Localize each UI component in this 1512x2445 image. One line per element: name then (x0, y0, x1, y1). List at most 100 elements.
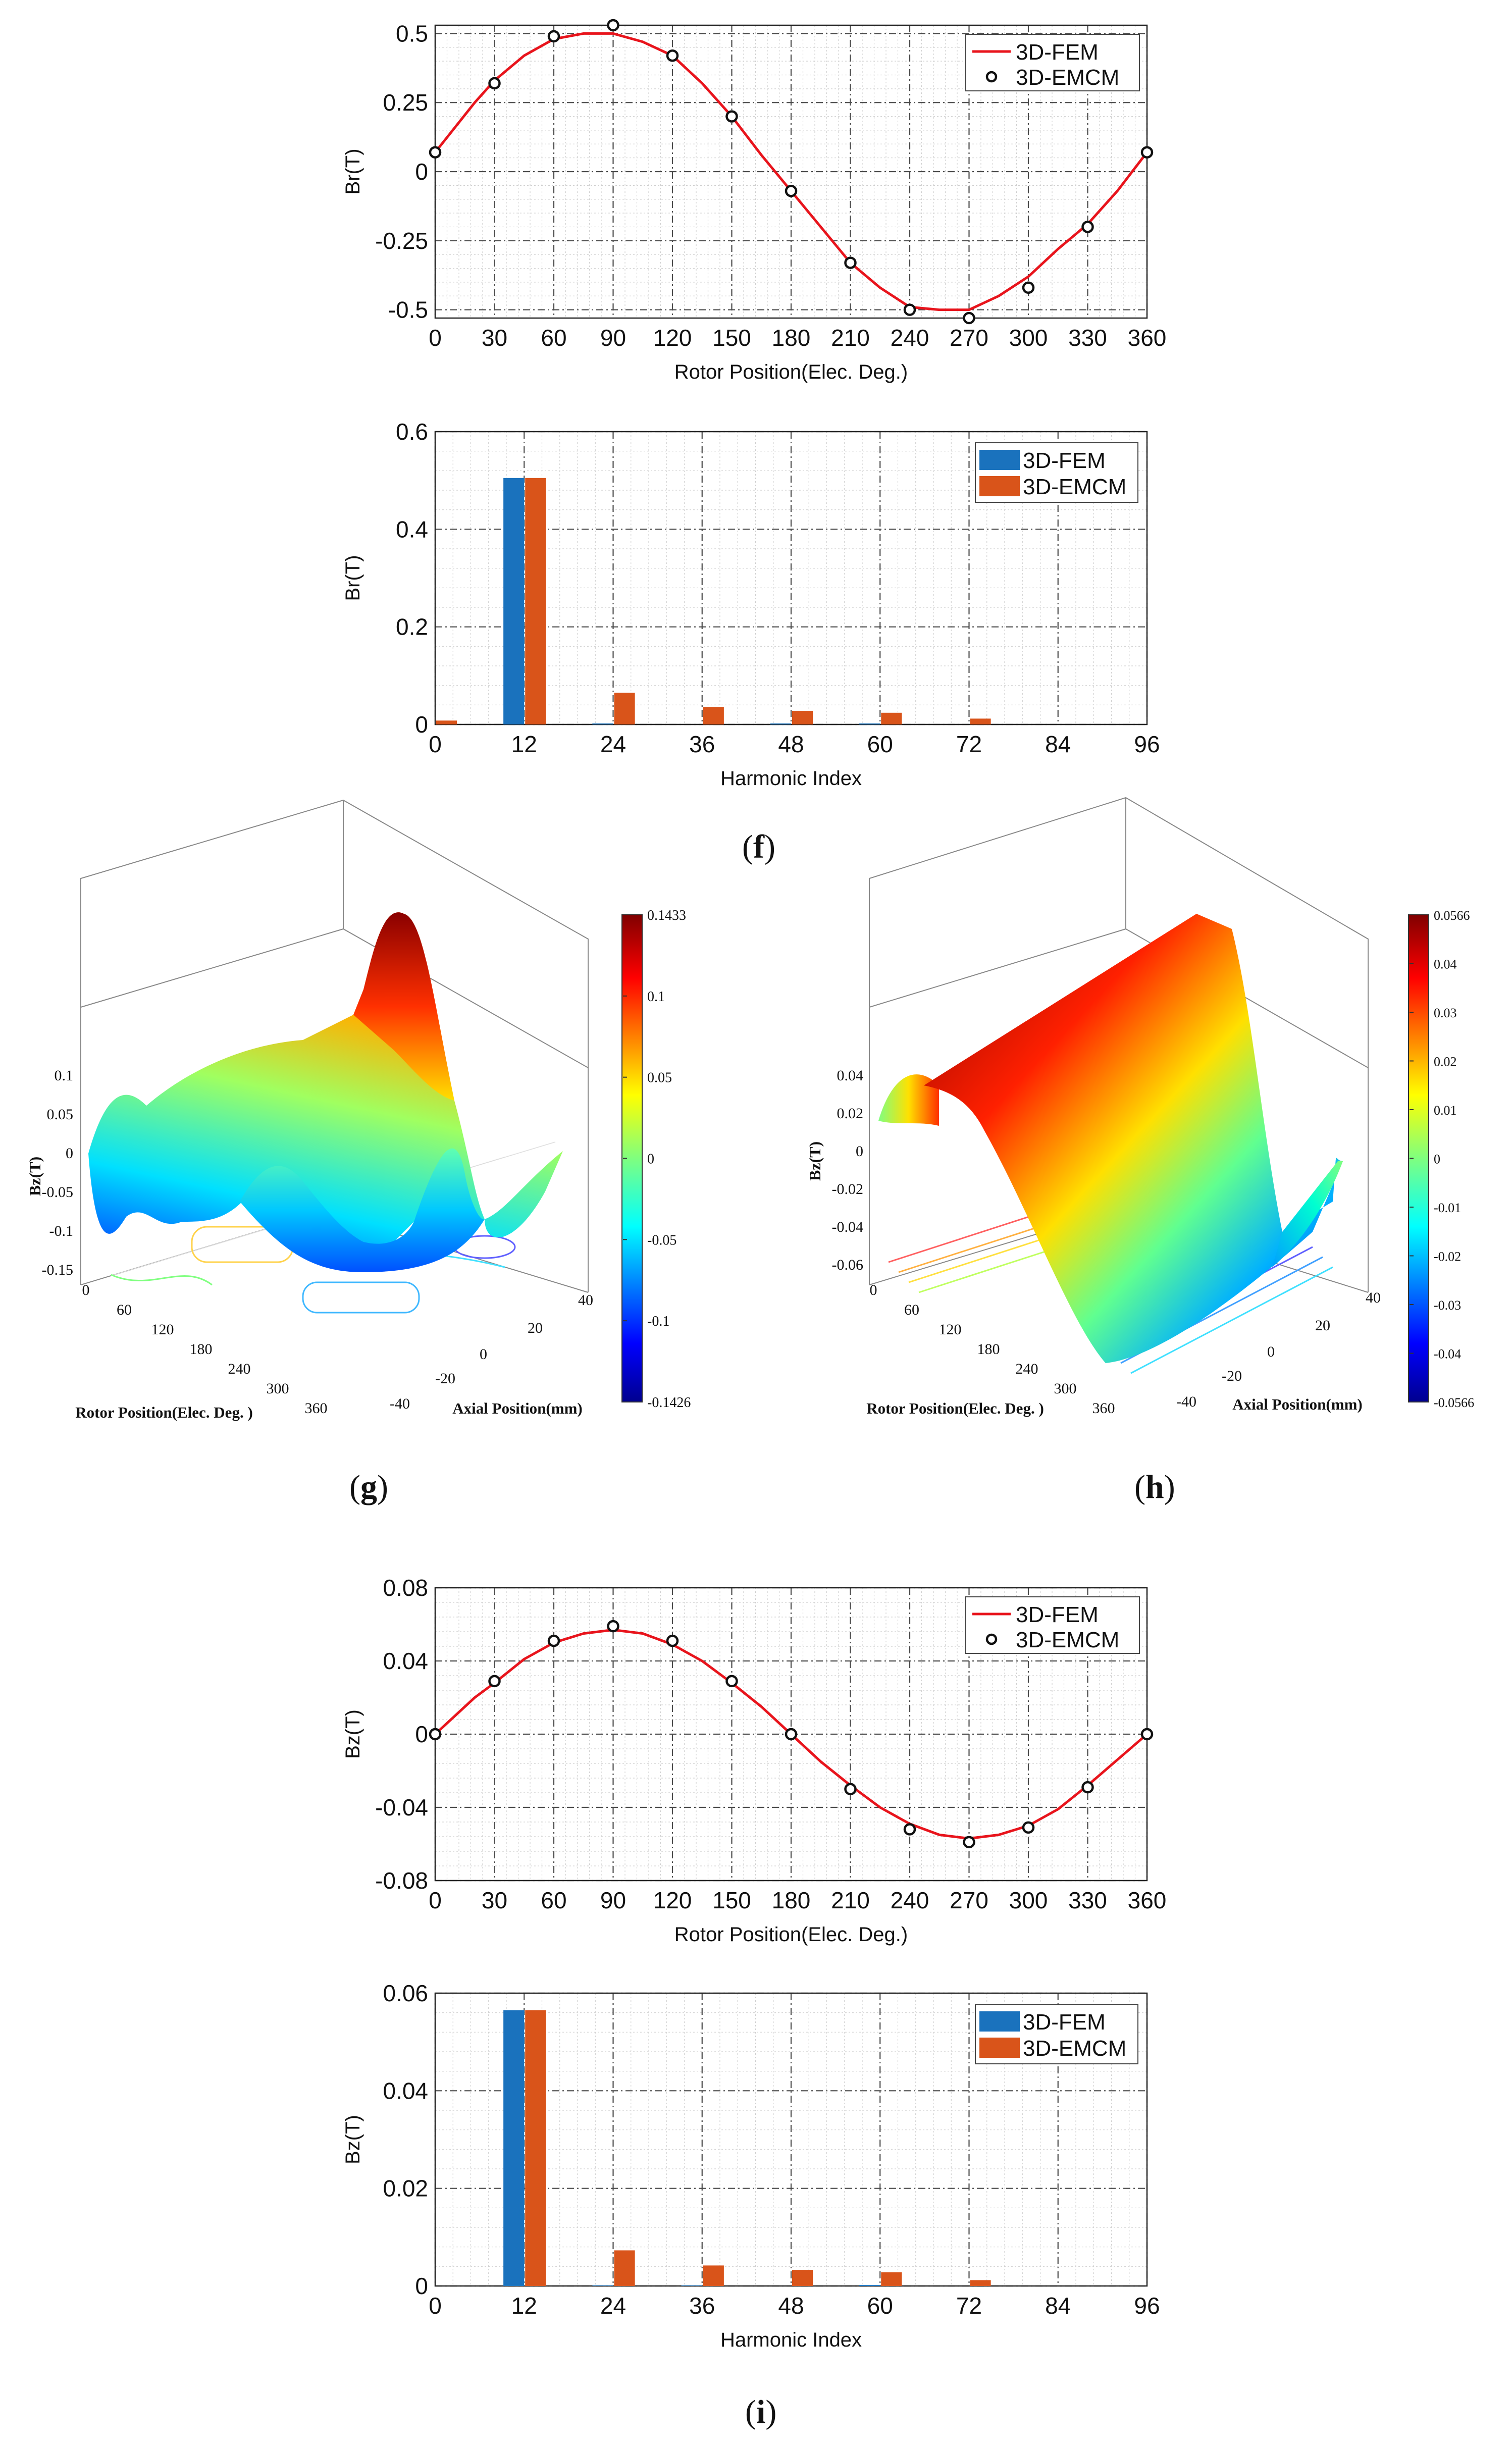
x-tick-label: 330 (1068, 1887, 1107, 1913)
legend-label-3d-emcm: 3D-EMCM (1016, 65, 1119, 90)
colorbar-tick-label: 0 (647, 1152, 654, 1167)
x-axis-label: Rotor Position(Elec. Deg.) (674, 361, 908, 383)
surface-g-zlabel: Bz(T) (26, 1157, 44, 1196)
bar-3d-emcm (614, 2250, 635, 2286)
bar-3d-fem (503, 478, 525, 724)
surface-h-right-face (1272, 1161, 1343, 1267)
chart-f-bottom: 0 12 24 36 48 60 72 84 96 0.6 0.4 0.2 0 Harmonic Inde… (342, 419, 1160, 790)
chart-f-top: 0 30 60 90 120 150 180 210 240 270 300 330 360 0.5 0.2… (342, 19, 1166, 383)
data-point-3d-emcm (903, 303, 916, 316)
surface-g-ylabel: Axial Position(mm) (452, 1399, 582, 1417)
legend-label-3d-fem: 3D-FEM (1023, 2010, 1106, 2035)
y-tick-label: 0.06 (383, 1980, 428, 2006)
panel-label-f: (f) (742, 828, 775, 865)
colorbar-tick-label: 0 (1434, 1152, 1440, 1167)
legend-label-3d-emcm: 3D-EMCM (1016, 1628, 1119, 1652)
x-tick-label: 24 (600, 731, 626, 757)
y-tick-label: -40 (390, 1395, 410, 1412)
legend-swatch-3d-emcm (979, 2038, 1020, 2058)
z-tick-label: 0.04 (837, 1067, 864, 1084)
x-tick-label: 180 (190, 1341, 213, 1358)
z-tick-label: -0.06 (832, 1257, 864, 1273)
x-tick-label: 60 (541, 325, 566, 351)
colorbar-tick-label: 0.01 (1434, 1103, 1457, 1118)
z-tick-label: 0 (66, 1145, 73, 1162)
data-point-3d-emcm (488, 1675, 501, 1688)
colorbar-tick-label: -0.1426 (647, 1395, 691, 1411)
bar-3d-emcm (703, 2265, 724, 2286)
x-tick-label: 96 (1134, 731, 1160, 757)
y-tick-label: 0.4 (396, 516, 428, 542)
bar-3d-fem (592, 2285, 613, 2286)
z-tick-label: 0 (856, 1143, 863, 1160)
surface-h-z-ticks: 0.04 0.02 0 -0.02 -0.04 -0.06 (832, 1067, 864, 1273)
legend-swatch-3d-emcm (985, 1633, 998, 1645)
surface-g-colorbar-ticks: 0.1433 0.1 0.05 0 -0.05 -0.1 -0.1426 (623, 908, 691, 1411)
data-point-3d-emcm (607, 19, 619, 32)
legend-swatch-3d-emcm (985, 71, 998, 83)
x-tick-label: 150 (712, 1887, 751, 1913)
x-tick-label: 240 (891, 325, 929, 351)
x-tick-label: 210 (831, 1887, 870, 1913)
z-tick-label: -0.04 (832, 1219, 864, 1235)
x-tick-label: 30 (482, 1887, 507, 1913)
z-tick-label: -0.15 (42, 1262, 74, 1278)
data-point-3d-emcm (963, 1836, 975, 1849)
x-tick-label: 84 (1045, 731, 1071, 757)
x-tick-label: 60 (117, 1302, 132, 1318)
minor-grid (435, 1993, 1147, 2286)
bar-3d-emcm (703, 707, 724, 724)
x-tick-label: 60 (541, 1887, 566, 1913)
x-tick-label: 24 (600, 2293, 626, 2319)
y-tick-label: 0 (1267, 1343, 1275, 1360)
surface-h-ylabel: Axial Position(mm) (1232, 1395, 1362, 1413)
colorbar-tick-label: 0.0566 (1434, 908, 1470, 923)
bar-3d-emcm (970, 718, 991, 724)
bar-3d-fem (770, 723, 791, 724)
x-tick-label: 210 (831, 325, 870, 351)
chart-i-top: 0 30 60 90 120 150 180 210 240 270 300 330 360 0.08 0.… (342, 1575, 1166, 1946)
z-tick-label: -0.05 (42, 1184, 74, 1201)
y-tick-label: 0.08 (383, 1575, 428, 1601)
y-axis-label: Bz(T) (342, 2115, 364, 2164)
legend-label-3d-fem: 3D-FEM (1016, 1602, 1099, 1627)
x-tick-label: 300 (1009, 1887, 1048, 1913)
x-axis-label: Rotor Position(Elec. Deg.) (674, 1923, 908, 1946)
x-tick-label: 150 (712, 325, 751, 351)
charts-layer: 0 30 60 90 120 150 180 210 240 270 300 330 3600.50.2… (342, 19, 1166, 2351)
colorbar-tick-label: -0.0566 (1434, 1395, 1474, 1410)
x-tick-label: 270 (950, 1887, 988, 1913)
x-tick-label: 240 (891, 1887, 929, 1913)
x-tick-label: 0 (82, 1282, 90, 1298)
bar-3d-emcm (525, 2010, 546, 2286)
y-tick-label: -40 (1176, 1393, 1196, 1410)
colorbar-tick-label: 0.1 (647, 989, 665, 1005)
bar-3d-emcm (881, 2272, 902, 2286)
data-point-3d-emcm (1140, 1728, 1154, 1741)
y-tick-label: 0.04 (383, 1648, 428, 1674)
surface-h-box (869, 797, 1369, 1293)
x-tick-label: 180 (772, 1887, 811, 1913)
y-tick-label: -0.04 (375, 1794, 428, 1820)
colorbar-tick-label: 0.02 (1434, 1055, 1457, 1069)
x-axis-label: Harmonic Index (720, 2329, 862, 2351)
x-tick-label: 300 (1054, 1380, 1077, 1397)
z-tick-label: 0.02 (837, 1105, 864, 1122)
bar-3d-emcm (970, 2280, 991, 2286)
x-tick-label: 84 (1045, 2293, 1071, 2319)
surface-h-zlabel: Bz(T) (806, 1141, 824, 1181)
x-tick-label: 0 (429, 731, 442, 757)
x-tick-label: 300 (1009, 325, 1048, 351)
legend-label-3d-fem: 3D-FEM (1023, 448, 1106, 473)
surface-h-colorbar-ticks: 0.0566 0.04 0.03 0.02 0.01 0 -0.01 -0.02 -0.03 -0… (1410, 908, 1474, 1410)
x-tick-label: 240 (228, 1361, 251, 1377)
x-tick-label: 48 (778, 2293, 804, 2319)
z-tick-label: 0.1 (55, 1067, 74, 1084)
bar-3d-emcm (881, 712, 902, 724)
surface-g-peak (353, 912, 454, 1101)
data-point-3d-emcm (429, 146, 442, 159)
panel-label-i: (i) (745, 2394, 777, 2430)
data-point-3d-emcm (429, 1728, 442, 1741)
data-point-3d-emcm (844, 256, 857, 269)
data-point-3d-emcm (844, 1783, 857, 1795)
